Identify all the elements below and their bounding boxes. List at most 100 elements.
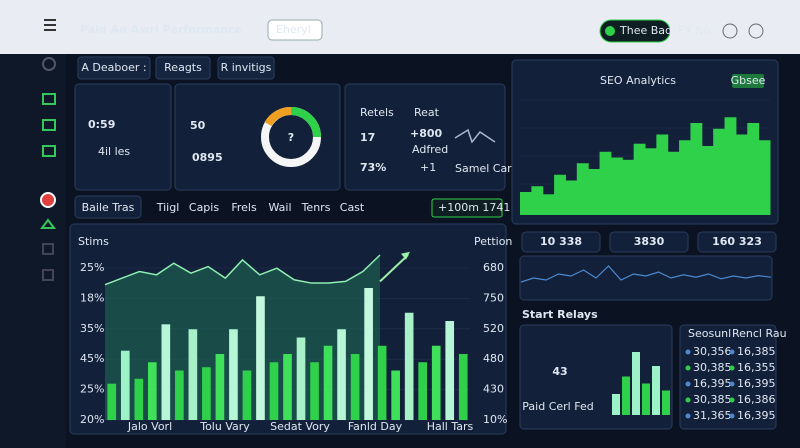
kpi-card: Samel Card	[455, 162, 519, 175]
list-dot	[729, 397, 735, 403]
kpi-score-sub: 0895	[192, 151, 223, 164]
list-dot	[729, 381, 735, 387]
kpi-panel	[74, 83, 172, 191]
header-button[interactable]	[599, 19, 671, 43]
kpi-time-sub: 4il les	[98, 145, 130, 158]
relays-bar	[662, 390, 670, 415]
list-dot	[729, 413, 735, 419]
y2-tick-label: 430	[483, 383, 504, 396]
stat-value: 3830	[634, 235, 665, 248]
chart-tab-active	[74, 195, 142, 219]
seo-bar	[656, 134, 669, 215]
bar	[242, 370, 252, 420]
kpi-reat-sub: Adfred	[412, 143, 448, 156]
kpi-panel	[344, 83, 506, 191]
bar	[283, 354, 292, 420]
stat-box	[609, 231, 689, 253]
y2-tick-label: 520	[483, 322, 504, 335]
list-dot	[685, 349, 691, 355]
list-cell: 30,385	[693, 361, 732, 374]
list-cell: 16,395	[737, 377, 776, 390]
seo-bar	[554, 174, 566, 215]
tab[interactable]	[155, 56, 211, 80]
sidebar-icons	[40, 19, 56, 281]
relays-title: Start Relays	[522, 308, 598, 321]
x-tick-label: Hall Tars	[427, 420, 474, 433]
trend-arrow	[379, 254, 409, 283]
seo-bar	[520, 192, 532, 215]
seo-bar	[747, 123, 760, 215]
seo-bar	[701, 146, 714, 215]
dropdown-label: Eheryl	[276, 23, 311, 36]
badge	[431, 198, 503, 218]
seo-bar	[531, 186, 544, 215]
header-icon[interactable]	[722, 23, 738, 39]
seo-bar	[622, 159, 635, 215]
tab[interactable]	[77, 56, 151, 80]
button-dot	[605, 26, 615, 36]
donut-label: ?	[288, 131, 294, 144]
seo-button[interactable]	[732, 74, 764, 88]
y-tick-label: 25%	[80, 261, 104, 274]
stat-value: 160 323	[712, 235, 762, 248]
list-dot	[729, 349, 735, 355]
chart-tab: Capis	[189, 201, 219, 214]
stat-box	[697, 231, 777, 253]
chart-tab: Tiigl	[156, 201, 180, 214]
header-icon[interactable]	[748, 23, 764, 39]
seo-bar	[690, 123, 703, 215]
chart-tab: Frels	[231, 201, 257, 214]
list-cell: 30,385	[693, 393, 732, 406]
bar	[134, 378, 144, 420]
kpi-score: 50	[190, 119, 206, 132]
list-dot	[729, 365, 735, 371]
seo-bar	[758, 140, 771, 215]
stat-box	[521, 231, 601, 253]
bar	[296, 337, 306, 420]
x-tick-label: Jalo Vorl	[127, 420, 172, 433]
bar	[107, 383, 117, 420]
chart-tab: Wail	[268, 201, 291, 214]
bar	[323, 345, 333, 420]
sparkline	[454, 128, 496, 144]
y-tick-label: 18%	[80, 291, 104, 304]
bar	[445, 321, 455, 420]
x-tick-label: Tolu Vary	[199, 420, 250, 433]
bar	[377, 345, 387, 420]
tab[interactable]	[217, 56, 275, 80]
relays-bar	[642, 383, 650, 415]
chart-tab: Tenrs	[301, 201, 331, 214]
seo-bar	[633, 143, 646, 215]
bar	[256, 296, 265, 420]
relays-bar	[652, 366, 660, 415]
y2-tick-label: 750	[483, 291, 504, 304]
list-dot	[685, 397, 691, 403]
list-dot	[685, 365, 691, 371]
donut-arc	[290, 107, 321, 138]
axis-title: Stims	[78, 235, 109, 248]
list-dot	[685, 381, 691, 387]
trend-panel	[519, 255, 773, 301]
list-header: Rencl Rau	[732, 327, 787, 340]
trend-line	[520, 265, 772, 283]
donut-arc	[264, 107, 292, 127]
seo-bar	[713, 128, 726, 215]
list-cell: 16,395	[693, 377, 732, 390]
list-cell: 16,386	[737, 393, 776, 406]
bar	[431, 345, 441, 420]
bar	[310, 362, 319, 420]
relays-bar	[632, 352, 640, 415]
kpi-pct: 73%	[360, 161, 386, 174]
relays-sub: Paid Cerl Fed	[522, 400, 593, 413]
x-tick-label: Fanld Day	[348, 420, 403, 433]
bar	[458, 354, 468, 420]
seo-bar	[735, 134, 748, 215]
list-cell: 16,395	[737, 409, 776, 422]
header-extra: FX No	[678, 24, 711, 37]
chart-tab: Cast	[340, 201, 365, 214]
dropdown[interactable]	[267, 19, 323, 41]
kpi-reat: +800	[410, 127, 443, 140]
y2-tick-label: 680	[483, 261, 504, 274]
relays-value: 43	[552, 365, 567, 378]
